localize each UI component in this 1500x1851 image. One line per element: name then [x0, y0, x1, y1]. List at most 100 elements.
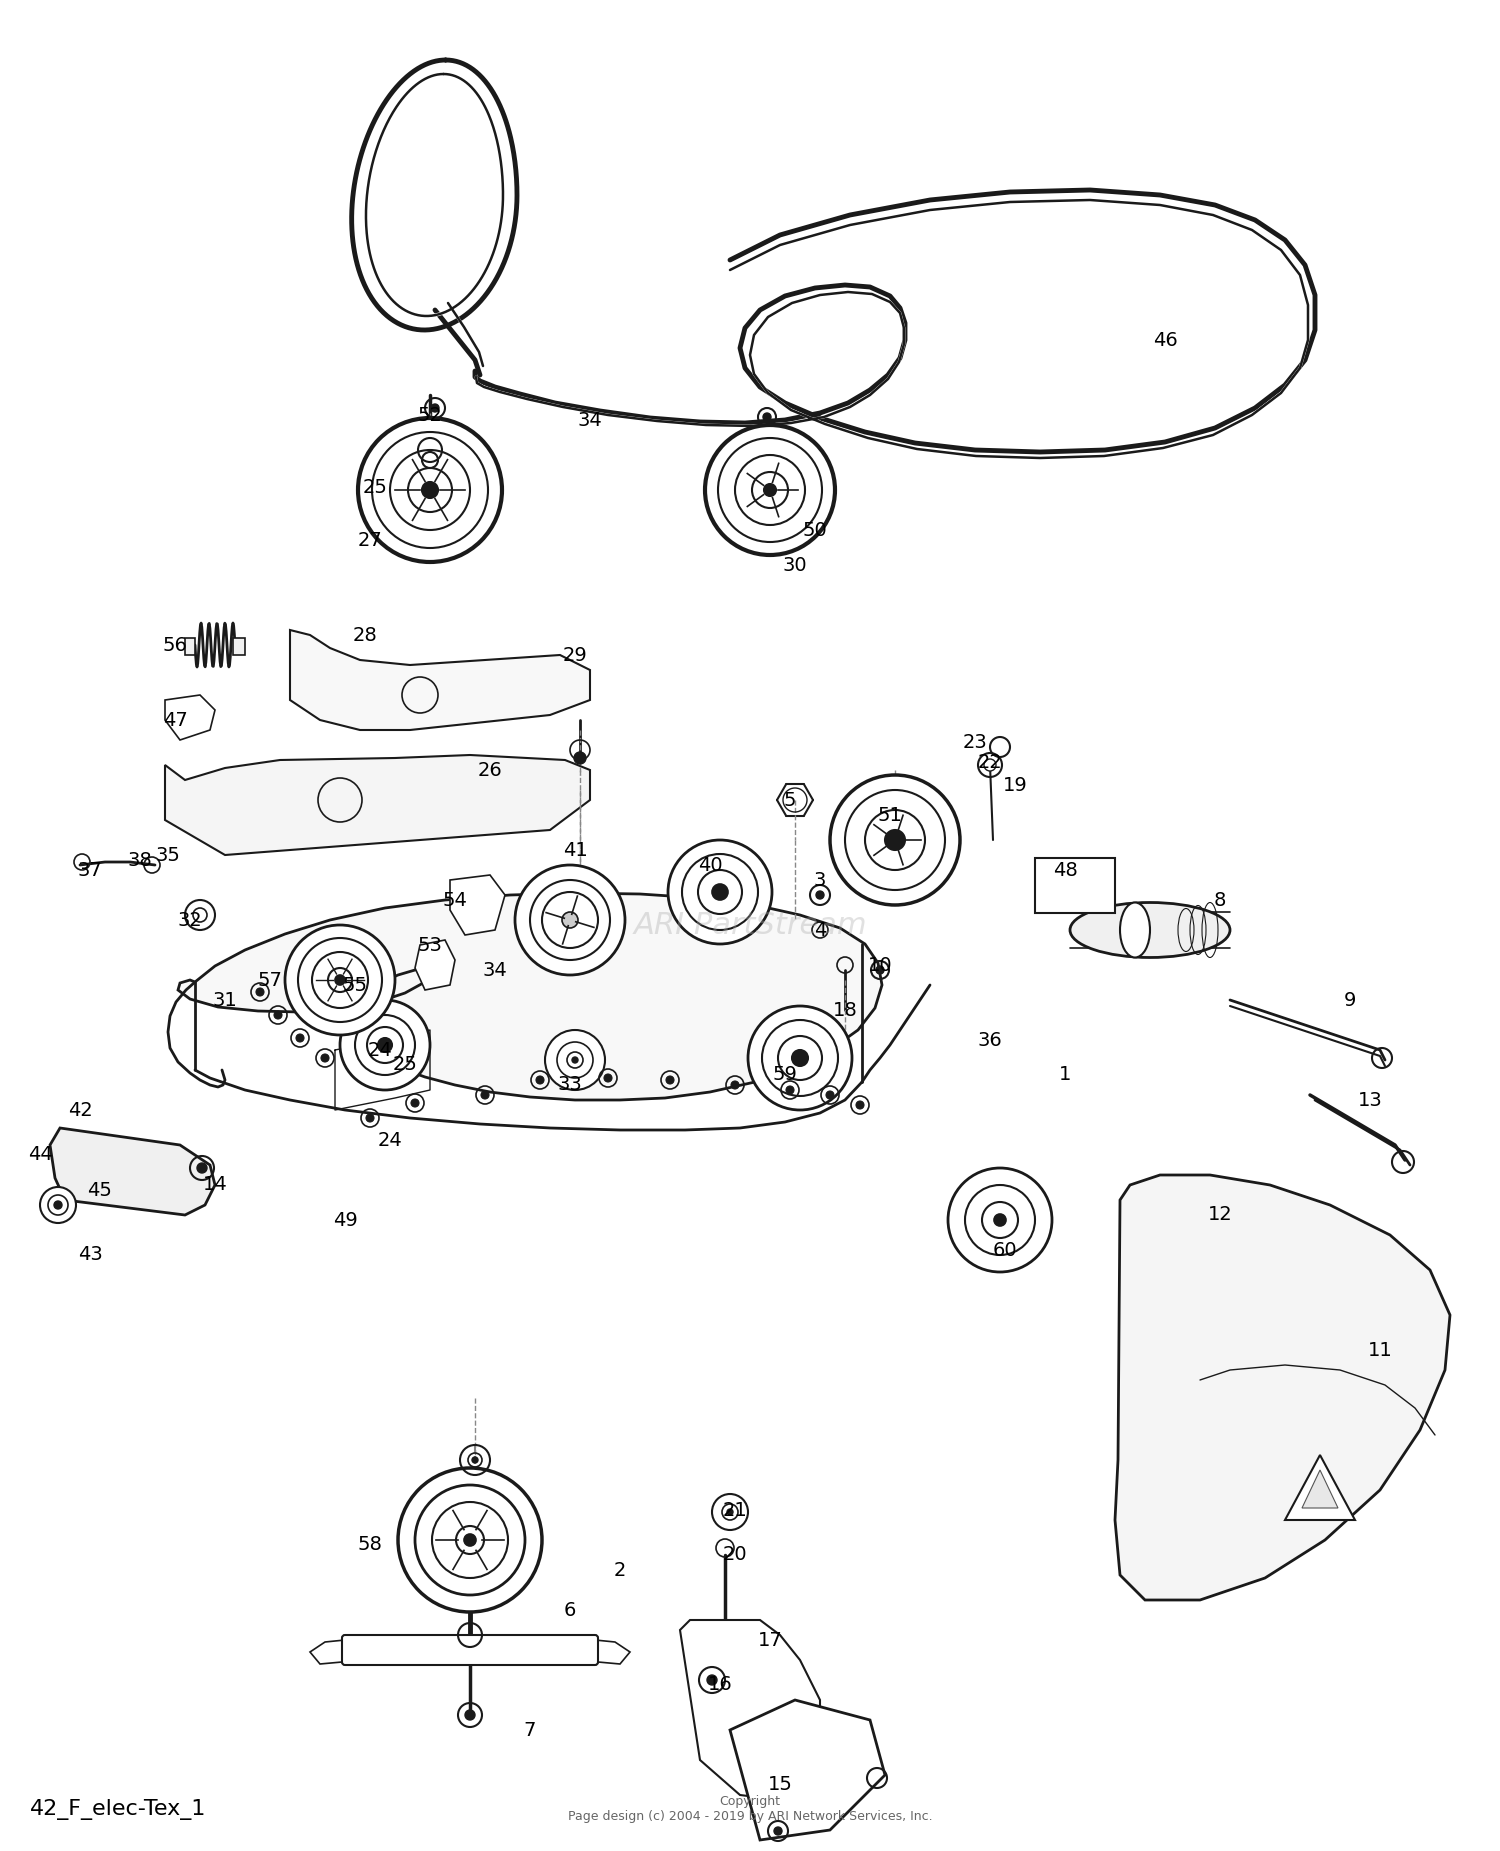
Circle shape: [705, 426, 836, 555]
Circle shape: [196, 1162, 207, 1174]
Text: 4: 4: [815, 920, 827, 940]
Polygon shape: [178, 892, 882, 1099]
Text: 42: 42: [68, 1101, 93, 1120]
Text: 3: 3: [815, 870, 827, 890]
Text: 44: 44: [27, 1146, 52, 1164]
Text: 5: 5: [783, 790, 796, 809]
Text: 10: 10: [867, 955, 892, 974]
Circle shape: [366, 1114, 374, 1122]
Text: 50: 50: [802, 520, 828, 539]
Circle shape: [994, 1214, 1006, 1225]
Circle shape: [562, 913, 578, 927]
Circle shape: [748, 1005, 852, 1111]
Circle shape: [482, 1090, 489, 1099]
Text: 49: 49: [333, 1211, 357, 1229]
Polygon shape: [290, 629, 590, 729]
Circle shape: [358, 418, 503, 563]
Circle shape: [984, 759, 996, 772]
Circle shape: [728, 1509, 734, 1514]
Text: ARI PartStream: ARI PartStream: [633, 911, 867, 940]
Polygon shape: [1286, 1455, 1354, 1520]
Text: 57: 57: [258, 970, 282, 990]
Circle shape: [464, 1534, 476, 1546]
Text: 23: 23: [963, 733, 987, 752]
Circle shape: [572, 1057, 578, 1062]
Text: 36: 36: [978, 1031, 1002, 1050]
Text: 17: 17: [758, 1631, 783, 1649]
Text: 34: 34: [483, 961, 507, 979]
Text: 6: 6: [564, 1601, 576, 1620]
Text: 19: 19: [1002, 776, 1028, 794]
Polygon shape: [450, 876, 506, 935]
Text: 27: 27: [357, 531, 382, 550]
Circle shape: [456, 1525, 484, 1555]
Ellipse shape: [1120, 903, 1150, 957]
Circle shape: [334, 975, 345, 985]
Text: 29: 29: [562, 646, 588, 665]
Circle shape: [411, 1099, 419, 1107]
Text: 8: 8: [1214, 890, 1225, 909]
Text: 7: 7: [524, 1720, 536, 1740]
Circle shape: [774, 1827, 782, 1834]
Text: 18: 18: [833, 1001, 858, 1020]
Text: 24: 24: [378, 1131, 402, 1149]
Circle shape: [830, 776, 960, 905]
Circle shape: [786, 1087, 794, 1094]
Text: 46: 46: [1152, 331, 1178, 350]
Circle shape: [885, 829, 904, 850]
Text: 24: 24: [368, 1040, 393, 1059]
Circle shape: [378, 1038, 392, 1051]
Text: Copyright
Page design (c) 2004 - 2019 by ARI Network Services, Inc.: Copyright Page design (c) 2004 - 2019 by…: [567, 1795, 933, 1823]
Polygon shape: [165, 694, 214, 740]
Polygon shape: [416, 940, 454, 990]
Text: 11: 11: [1368, 1340, 1392, 1359]
Text: 16: 16: [708, 1675, 732, 1694]
Circle shape: [712, 885, 728, 900]
Circle shape: [668, 840, 772, 944]
Circle shape: [604, 1074, 612, 1083]
Text: 1: 1: [1059, 1066, 1071, 1085]
Circle shape: [1317, 1499, 1323, 1507]
Circle shape: [856, 1101, 864, 1109]
Circle shape: [256, 988, 264, 996]
Text: 28: 28: [352, 626, 378, 644]
Circle shape: [472, 1457, 478, 1462]
Text: 54: 54: [442, 890, 468, 909]
Circle shape: [398, 1468, 542, 1612]
Circle shape: [948, 1168, 1052, 1272]
Polygon shape: [1196, 1185, 1240, 1249]
Text: 51: 51: [878, 805, 903, 824]
Circle shape: [574, 752, 586, 764]
Text: 60: 60: [993, 1240, 1017, 1259]
Ellipse shape: [447, 1636, 492, 1655]
Circle shape: [544, 1029, 604, 1090]
Text: 45: 45: [87, 1181, 112, 1199]
Text: 25: 25: [393, 1055, 417, 1074]
Polygon shape: [232, 639, 244, 655]
Circle shape: [430, 404, 439, 413]
Text: 15: 15: [768, 1775, 792, 1794]
Text: 38: 38: [128, 850, 153, 870]
Text: 48: 48: [1053, 861, 1077, 879]
Text: 21: 21: [723, 1501, 747, 1520]
Circle shape: [285, 926, 394, 1035]
Text: 59: 59: [772, 1066, 798, 1085]
Polygon shape: [310, 1640, 345, 1664]
Text: 14: 14: [202, 1175, 228, 1194]
Text: 55: 55: [342, 975, 368, 994]
Text: 34: 34: [578, 411, 603, 429]
Text: 41: 41: [562, 840, 588, 859]
Text: 22: 22: [978, 753, 1002, 772]
Text: 32: 32: [177, 911, 203, 929]
Circle shape: [764, 413, 771, 420]
Polygon shape: [50, 1127, 214, 1214]
Circle shape: [536, 1075, 544, 1085]
Polygon shape: [1302, 1470, 1338, 1509]
Bar: [1035, 859, 1114, 913]
Text: 33: 33: [558, 1075, 582, 1094]
Text: 40: 40: [698, 855, 723, 874]
Text: 43: 43: [78, 1246, 102, 1264]
Ellipse shape: [1070, 903, 1230, 957]
Text: 35: 35: [156, 846, 180, 864]
Polygon shape: [184, 639, 195, 655]
